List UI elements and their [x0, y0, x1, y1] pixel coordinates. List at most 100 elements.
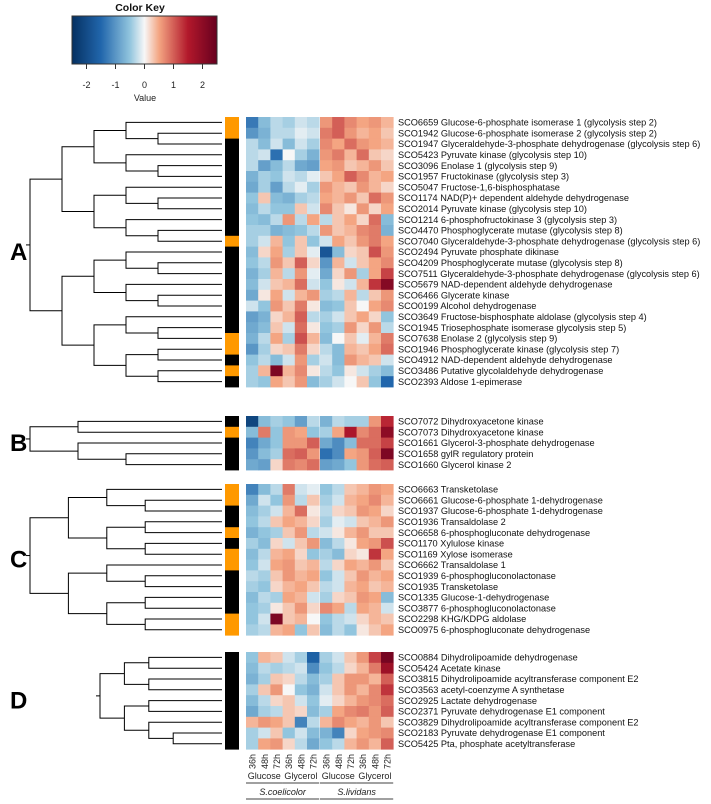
- heatmap-cell: [270, 448, 283, 460]
- condition-label: Glucose: [322, 771, 355, 781]
- heatmap-cell: [307, 581, 320, 593]
- heatmap-cells: [246, 117, 394, 750]
- row-label: SCO0884 Dihydrolipoamide dehydrogenase: [398, 653, 578, 663]
- heatmap-cell: [307, 662, 320, 674]
- heatmap-cell: [246, 268, 259, 280]
- heatmap-cell: [282, 322, 296, 334]
- dendrogram-branch: [157, 370, 222, 383]
- dendrogram-branch: [123, 705, 149, 731]
- heatmap-cell: [368, 354, 382, 366]
- heatmap-cell: [294, 448, 308, 460]
- dendrogram-branch: [125, 251, 222, 269]
- heatmap-cell: [320, 581, 333, 593]
- heatmap-cell: [368, 684, 382, 696]
- group-marker: [225, 300, 239, 312]
- heatmap-cell: [332, 527, 345, 539]
- group-marker: [225, 484, 239, 496]
- heatmap-cell: [270, 716, 283, 728]
- heatmap-cell: [368, 257, 382, 269]
- heatmap-cell: [258, 322, 271, 334]
- row-label: SCO4470 Phosphoglycerate mutase (glycoly…: [398, 226, 623, 236]
- dendrogram-branch: [144, 618, 222, 631]
- heatmap-cell: [294, 300, 308, 312]
- heatmap-cell: [294, 673, 308, 685]
- heatmap-cell: [294, 416, 308, 428]
- heatmap-cell: [270, 181, 283, 193]
- group-marker: [225, 613, 239, 625]
- heatmap-cell: [246, 505, 259, 517]
- heatmap-cell: [368, 322, 382, 334]
- row-label: SCO1947 Glyceraldehyde-3-phosphate dehyd…: [398, 139, 700, 149]
- heatmap-cell: [381, 138, 394, 150]
- heatmap-cell: [307, 354, 320, 366]
- group-marker: [225, 333, 239, 345]
- heatmap-cell: [246, 235, 259, 247]
- heatmap-cell: [307, 181, 320, 193]
- heatmap-cell: [320, 662, 333, 674]
- heatmap-cell: [246, 311, 259, 323]
- row-label: SCO6658 6-phosphogluconate dehydrogenase: [398, 528, 590, 538]
- heatmap-cell: [320, 684, 333, 696]
- heatmap-cell: [381, 192, 394, 204]
- heatmap-cell: [246, 343, 259, 355]
- heatmap-cell: [381, 376, 394, 388]
- heatmap-cell: [307, 117, 320, 129]
- heatmap-cell: [344, 322, 357, 334]
- heatmap-cell: [356, 289, 370, 301]
- heatmap-cell: [246, 459, 259, 471]
- heatmap-cell: [294, 716, 308, 728]
- heatmap-cell: [294, 437, 308, 449]
- heatmap-cell: [344, 538, 357, 550]
- dendrogram-branch: [144, 596, 222, 609]
- heatmap-cell: [344, 559, 357, 571]
- heatmap-cell: [368, 279, 382, 291]
- group-marker: [225, 268, 239, 280]
- time-label: 48h: [334, 754, 344, 769]
- row-label: SCO2183 Pyruvate dehydrogenase E1 compon…: [398, 728, 605, 738]
- heatmap-cell: [332, 484, 345, 496]
- heatmap-cell: [258, 225, 271, 237]
- heatmap-cell: [258, 160, 271, 172]
- heatmap-cell: [344, 706, 357, 718]
- heatmap-cell: [270, 333, 283, 345]
- color-key-gradient: [71, 15, 218, 65]
- dendrogram-branch: [93, 130, 126, 164]
- heatmap-cell: [307, 311, 320, 323]
- heatmap-cell: [344, 592, 357, 604]
- heatmap-cell: [246, 548, 259, 560]
- heatmap-cell: [258, 459, 271, 471]
- heatmap-cell: [356, 484, 370, 496]
- heatmap-cell: [332, 505, 345, 517]
- heatmap-cell: [307, 673, 320, 685]
- heatmap-cell: [344, 437, 357, 449]
- color-key-value-label: Value: [134, 93, 156, 103]
- dendrogram-branch: [77, 442, 222, 460]
- row-label: SCO3649 Fructose-bisphosphate aldolase (…: [398, 312, 647, 322]
- group-marker: [225, 192, 239, 204]
- heatmap-cell: [332, 203, 345, 215]
- heatmap-cell: [258, 505, 271, 517]
- heatmap-cell: [320, 570, 333, 582]
- heatmap-cell: [258, 203, 271, 215]
- group-marker: [225, 602, 239, 614]
- heatmap-cell: [332, 127, 345, 139]
- heatmap-cell: [246, 376, 259, 388]
- time-label: 72h: [309, 754, 319, 769]
- heatmap-cell: [246, 416, 259, 428]
- heatmap-cell: [332, 673, 345, 685]
- heatmap-cell: [368, 673, 382, 685]
- heatmap-cell: [356, 426, 370, 438]
- heatmap-cell: [356, 257, 370, 269]
- heatmap-cell: [368, 716, 382, 728]
- row-label: SCO2371 Pyruvate dehydrogenase E1 compon…: [398, 707, 605, 717]
- row-label: SCO6659 Glucose-6-phosphate isomerase 1 …: [398, 118, 657, 128]
- heatmap-cell: [270, 214, 283, 226]
- heatmap-cell: [282, 516, 296, 528]
- heatmap-cell: [368, 289, 382, 301]
- heatmap-cell: [332, 246, 345, 258]
- heatmap-cell: [246, 581, 259, 593]
- heatmap-cell: [320, 738, 333, 750]
- heatmap-cell: [294, 192, 308, 204]
- heatmap-cell: [332, 652, 345, 664]
- heatmap-cell: [282, 279, 296, 291]
